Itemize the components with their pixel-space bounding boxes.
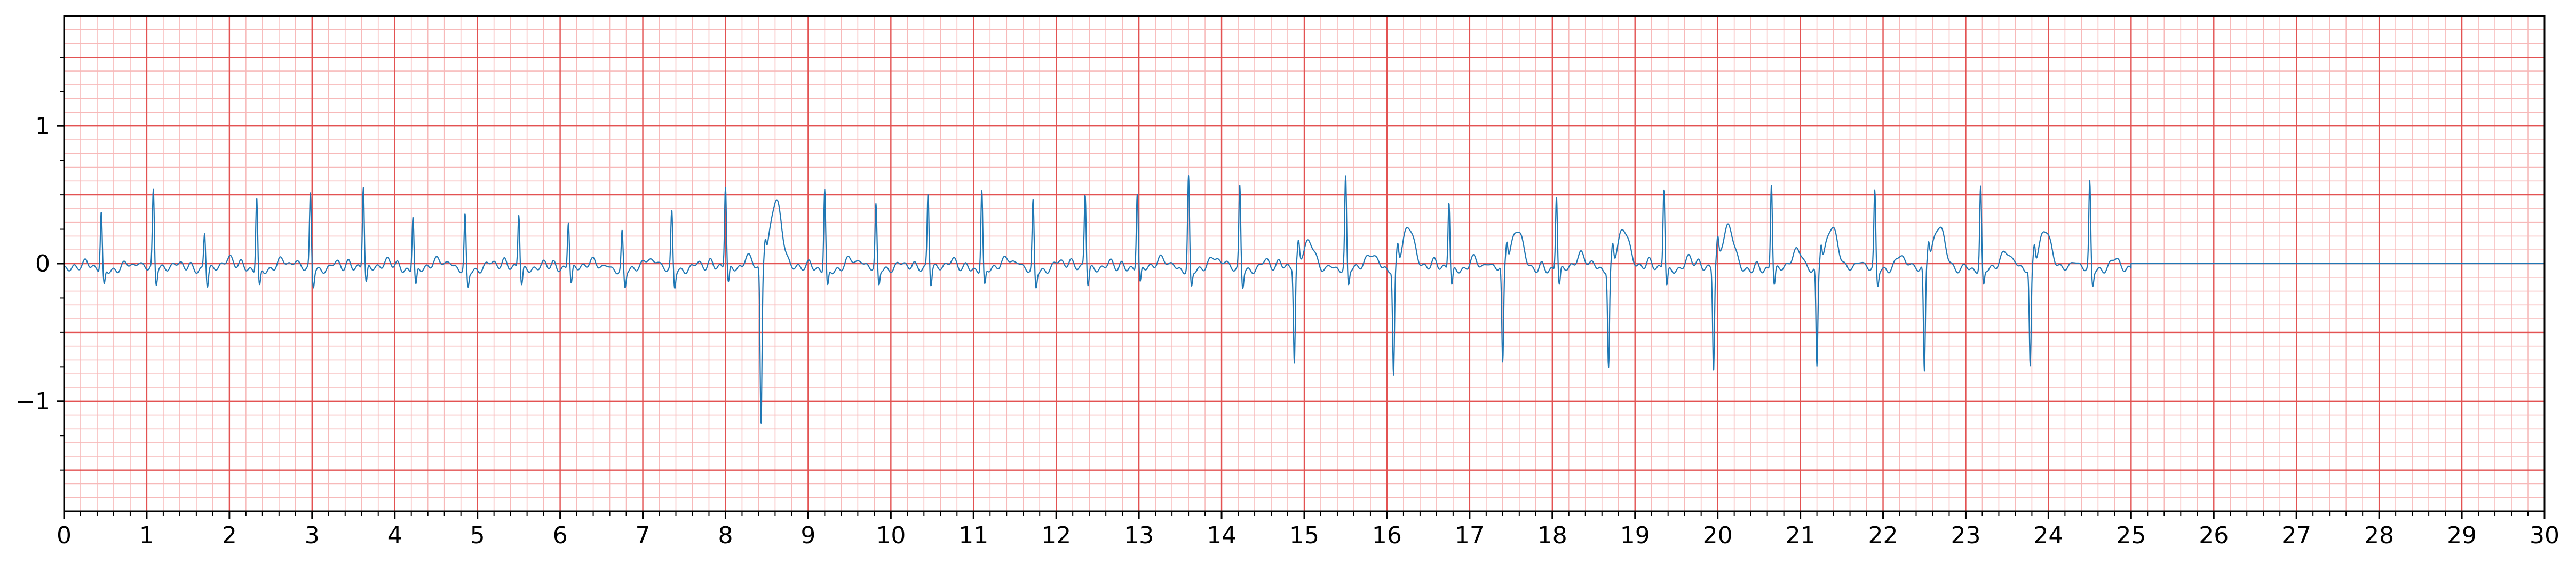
x-tick-label: 25 bbox=[2116, 522, 2146, 549]
x-tick-label: 11 bbox=[958, 522, 988, 549]
x-tick-label: 26 bbox=[2199, 522, 2229, 549]
y-tick-label: 0 bbox=[35, 250, 50, 277]
x-tick-label: 30 bbox=[2530, 522, 2559, 549]
x-tick-label: 19 bbox=[1620, 522, 1650, 549]
ecg-trace-line bbox=[64, 175, 2545, 424]
x-tick-label: 17 bbox=[1455, 522, 1485, 549]
x-tick-label: 27 bbox=[2281, 522, 2311, 549]
x-tick-label: 5 bbox=[470, 522, 485, 549]
x-tick-label: 28 bbox=[2364, 522, 2394, 549]
x-tick-label: 13 bbox=[1124, 522, 1154, 549]
axis-ticks bbox=[57, 57, 2546, 519]
x-tick-label: 18 bbox=[1537, 522, 1567, 549]
series-layer bbox=[64, 175, 2545, 424]
tick-labels: 0 1 2 3 4 5 6 7 8 9 10 11 12 13 14 15 16 17 18 19 20 21 22 23 24… bbox=[15, 113, 2559, 549]
x-tick-label: 16 bbox=[1372, 522, 1402, 549]
y-tick-label: 1 bbox=[35, 113, 50, 140]
x-tick-label: 6 bbox=[553, 522, 568, 549]
x-tick-label: 0 bbox=[57, 522, 72, 549]
x-tick-label: 20 bbox=[1703, 522, 1733, 549]
x-tick-label: 3 bbox=[305, 522, 320, 549]
x-tick-label: 12 bbox=[1041, 522, 1071, 549]
x-tick-label: 7 bbox=[636, 522, 651, 549]
y-tick-label: −1 bbox=[15, 388, 50, 415]
x-tick-label: 23 bbox=[1951, 522, 1980, 549]
x-tick-label: 8 bbox=[718, 522, 733, 549]
x-tick-label: 9 bbox=[800, 522, 815, 549]
x-tick-label: 24 bbox=[2033, 522, 2063, 549]
x-tick-label: 15 bbox=[1289, 522, 1319, 549]
x-tick-label: 2 bbox=[222, 522, 237, 549]
x-tick-label: 1 bbox=[139, 522, 154, 549]
x-tick-label: 14 bbox=[1207, 522, 1237, 549]
x-tick-label: 29 bbox=[2447, 522, 2477, 549]
x-tick-label: 4 bbox=[387, 522, 402, 549]
x-tick-label: 10 bbox=[876, 522, 906, 549]
x-tick-label: 21 bbox=[1786, 522, 1816, 549]
x-tick-label: 22 bbox=[1868, 522, 1898, 549]
